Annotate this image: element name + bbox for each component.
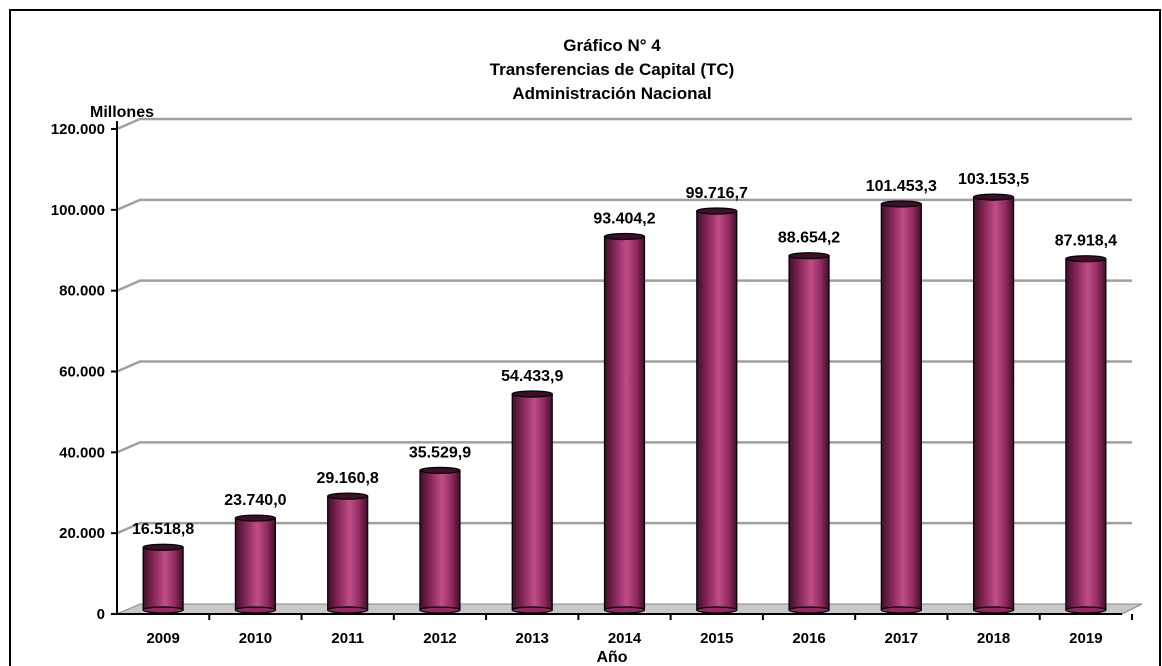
bar <box>419 466 461 614</box>
bar <box>234 514 277 614</box>
y-tick-label: 0 <box>97 606 105 623</box>
bar-base <box>142 606 184 614</box>
bar-base <box>972 606 1015 614</box>
x-tick-label: 2017 <box>885 630 918 647</box>
x-tick-label: 2018 <box>977 630 1010 647</box>
gridline <box>116 117 1132 131</box>
bars <box>142 193 1107 614</box>
chart-title-line-3: Administración Nacional <box>512 84 711 103</box>
bar-base <box>788 606 830 614</box>
bar-cap <box>142 543 184 551</box>
bar-base <box>327 606 369 614</box>
bar-cap <box>1065 255 1107 263</box>
y-tick-labels: 0 20.000 40.000 60.000 80.000 100.000 120.000 <box>51 121 105 623</box>
data-label: 16.518,8 <box>132 521 194 538</box>
bar-body <box>603 235 646 611</box>
y-axis-title: Millones <box>90 104 154 121</box>
y-tick-label: 80.000 <box>59 283 105 300</box>
data-label: 88.654,2 <box>778 230 840 247</box>
bar-base <box>1065 606 1107 614</box>
x-tick-label: 2019 <box>1069 630 1102 647</box>
chart-title-line-2: Transferencias de Capital (TC) <box>490 60 735 79</box>
x-tick-label: 2011 <box>331 630 364 647</box>
bar-cap <box>603 232 646 241</box>
x-tick-label: 2016 <box>792 630 825 647</box>
bar-body <box>511 393 553 611</box>
bar-cap <box>880 200 922 208</box>
chart-title-line-1: Gráfico N° 4 <box>563 36 661 55</box>
x-tick-label: 2010 <box>239 630 272 647</box>
x-tick-labels: 2009 2010 2011 2012 2013 2014 2015 2016 2017 2018… <box>146 630 1102 647</box>
data-label: 87.918,4 <box>1055 233 1117 250</box>
data-label: 99.716,7 <box>686 185 748 202</box>
data-label: 54.433,9 <box>501 368 563 385</box>
bar <box>603 232 646 614</box>
bar <box>880 200 922 614</box>
bar <box>788 252 830 614</box>
y-tick-label: 100.000 <box>51 202 105 219</box>
bar-base <box>511 606 553 614</box>
bar <box>696 207 738 614</box>
data-label: 101.453,3 <box>866 178 937 195</box>
data-labels: 16.518,8 23.740,0 29.160,8 35.529,9 54.433,9… <box>132 171 1117 538</box>
data-label: 103.153,5 <box>958 171 1029 188</box>
bar-body <box>142 546 184 611</box>
x-tick-label: 2009 <box>146 630 179 647</box>
data-label: 35.529,9 <box>409 444 471 461</box>
x-axis-title: Año <box>596 649 627 666</box>
axes <box>111 121 1133 620</box>
y-tick-label: 20.000 <box>59 525 105 542</box>
x-tick-label: 2012 <box>423 630 456 647</box>
bar <box>511 390 553 614</box>
bar-cap <box>972 193 1015 201</box>
bar-base <box>234 606 277 614</box>
bar <box>142 543 184 614</box>
bar-cap <box>696 207 738 215</box>
data-label: 93.404,2 <box>593 210 655 227</box>
bar-body <box>696 210 738 611</box>
y-tick-label: 40.000 <box>59 444 105 461</box>
bar-base <box>603 606 646 614</box>
bar-cap <box>234 514 277 522</box>
x-tick-label: 2015 <box>700 630 733 647</box>
bar-cap <box>327 492 369 500</box>
data-label: 29.160,8 <box>317 470 379 487</box>
bar <box>1065 255 1107 614</box>
bar-body <box>327 495 369 611</box>
bar <box>972 193 1015 614</box>
bar-base <box>880 606 922 614</box>
bar-body <box>788 255 830 611</box>
y-tick-label: 60.000 <box>59 364 105 381</box>
bar-body <box>972 196 1015 611</box>
gridline <box>116 198 1132 211</box>
x-tick-label: 2014 <box>608 630 642 647</box>
bar-cap <box>511 390 553 398</box>
bar-body <box>1065 258 1107 611</box>
bar-cap <box>788 252 830 260</box>
bar-base <box>419 606 461 614</box>
bar-body <box>234 517 277 611</box>
bar-body <box>880 203 922 611</box>
bar-body <box>419 469 461 611</box>
y-tick-label: 120.000 <box>51 121 105 138</box>
bar-base <box>696 606 738 614</box>
data-label: 23.740,0 <box>224 492 286 509</box>
bar <box>327 492 369 614</box>
bar-cap <box>419 466 461 474</box>
x-tick-label: 2013 <box>516 630 549 647</box>
